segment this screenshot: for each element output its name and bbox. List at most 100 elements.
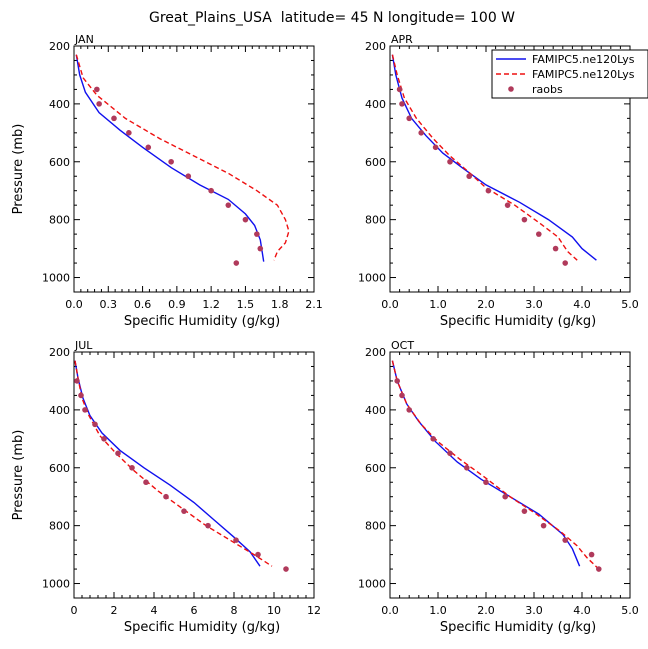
raobs-point	[233, 537, 239, 543]
y-tick-label: 600	[365, 156, 386, 169]
x-tick-label: 4.0	[573, 604, 591, 617]
raobs-point	[406, 407, 413, 413]
x-tick-label: 10	[267, 604, 281, 617]
raobs-point	[588, 551, 595, 558]
x-tick-label: 4	[151, 604, 158, 617]
raobs-point	[101, 436, 107, 442]
raobs-point	[406, 115, 413, 122]
x-axis-label: Specific Humidity (g/kg)	[440, 314, 596, 329]
raobs-point	[396, 86, 403, 93]
raobs-point	[181, 508, 187, 514]
x-tick-label: 1.5	[237, 298, 255, 311]
raobs-point	[126, 130, 132, 136]
raobs-point	[74, 378, 80, 384]
x-tick-label: 4.0	[573, 298, 591, 311]
series-line-dashed	[75, 54, 290, 261]
x-axis-label: Specific Humidity (g/kg)	[124, 620, 280, 635]
x-tick-label: 0.0	[381, 604, 399, 617]
x-axis-label: Specific Humidity (g/kg)	[440, 620, 596, 635]
panel-label: JAN	[74, 33, 94, 46]
raobs-point	[255, 551, 261, 558]
plot-frame	[389, 45, 631, 293]
raobs-point	[562, 260, 568, 266]
x-tick-label: 2.0	[477, 298, 495, 311]
x-tick-label: 5.0	[621, 604, 639, 617]
y-tick-label: 1000	[42, 272, 70, 285]
y-tick-label: 600	[49, 462, 70, 475]
x-tick-label: 0.0	[65, 298, 83, 311]
legend-label: raobs	[532, 83, 563, 96]
raobs-point	[485, 187, 492, 194]
series-line-dashed	[391, 360, 600, 570]
chart-title: Great_Plains_USA latitude= 45 N longitud…	[149, 10, 515, 26]
raobs-point	[504, 202, 511, 208]
panels: 0.0 0.3 0.6 0.9 1.2 1.5 1.8 2.12004006008001000…	[11, 33, 639, 635]
raobs-point	[143, 479, 149, 486]
raobs-point	[257, 245, 264, 252]
x-tick-label: 1.0	[429, 298, 447, 311]
panel-label: JUL	[74, 339, 93, 352]
raobs-point	[596, 566, 602, 572]
x-tick-label: 0.9	[168, 298, 186, 311]
plot-frame	[73, 45, 315, 293]
raobs-point	[536, 231, 542, 237]
raobs-point	[418, 130, 425, 136]
x-tick-label: 1.8	[271, 298, 289, 311]
raobs-point	[233, 260, 240, 266]
y-tick-label: 400	[49, 98, 70, 111]
legend-label: FAMIPC5.ne120Lys	[532, 53, 635, 66]
y-tick-label: 200	[49, 346, 70, 359]
raobs-point	[447, 450, 453, 457]
raobs-point	[145, 144, 152, 151]
x-tick-label: 0.3	[100, 298, 118, 311]
x-tick-label: 2	[111, 604, 118, 617]
y-axis-label: Pressure (mb)	[11, 124, 26, 215]
raobs-point	[94, 86, 100, 93]
raobs-point	[502, 493, 509, 500]
raobs-point	[552, 245, 559, 252]
plot-frame	[73, 351, 315, 599]
panel-jul: 0 2 4 6 8 10 12 200 400 600 800 1000 JUL Specific Hum…	[11, 339, 321, 635]
x-tick-label: 3.0	[525, 604, 543, 617]
raobs-point	[225, 202, 232, 208]
x-tick-label: 5.0	[621, 298, 639, 311]
y-tick-label: 600	[49, 156, 70, 169]
raobs-point	[168, 158, 174, 165]
raobs-point	[432, 144, 439, 151]
y-tick-label: 400	[365, 404, 386, 417]
x-tick-label: 6	[191, 604, 198, 617]
y-tick-label: 1000	[42, 578, 70, 591]
raobs-point	[163, 493, 169, 500]
legend-marker	[508, 86, 514, 92]
y-tick-label: 200	[365, 346, 386, 359]
y-axis-label: Pressure (mb)	[11, 430, 26, 521]
raobs-point	[78, 392, 84, 399]
y-tick-label: 800	[365, 214, 386, 227]
panel-jan: 0.0 0.3 0.6 0.9 1.2 1.5 1.8 2.1 200 400 600 800 1000…	[11, 33, 323, 329]
series-line-solid	[74, 360, 261, 567]
x-tick-label: 12	[307, 604, 321, 617]
raobs-point	[394, 378, 401, 384]
legend: FAMIPC5.ne120Lys FAMIPC5.ne120Lys raobs	[491, 49, 648, 99]
y-tick-label: 200	[49, 40, 70, 53]
raobs-point	[483, 479, 489, 486]
raobs-point	[521, 216, 528, 223]
x-axis-label: Specific Humidity (g/kg)	[124, 314, 280, 329]
series-line-solid	[391, 54, 597, 261]
raobs-point	[185, 173, 192, 180]
raobs-point	[464, 464, 470, 471]
panel-label: APR	[391, 33, 413, 46]
raobs-point	[466, 173, 473, 180]
raobs-point	[254, 231, 260, 237]
y-tick-label: 800	[49, 520, 70, 533]
x-tick-label: 8	[231, 604, 238, 617]
y-tick-label: 1000	[358, 272, 386, 285]
raobs-point	[205, 522, 211, 529]
raobs-point	[562, 537, 568, 543]
raobs-point	[129, 464, 135, 471]
y-tick-label: 800	[365, 520, 386, 533]
x-tick-label: 0.6	[134, 298, 152, 311]
y-tick-label: 400	[49, 404, 70, 417]
x-tick-label: 0	[71, 604, 78, 617]
